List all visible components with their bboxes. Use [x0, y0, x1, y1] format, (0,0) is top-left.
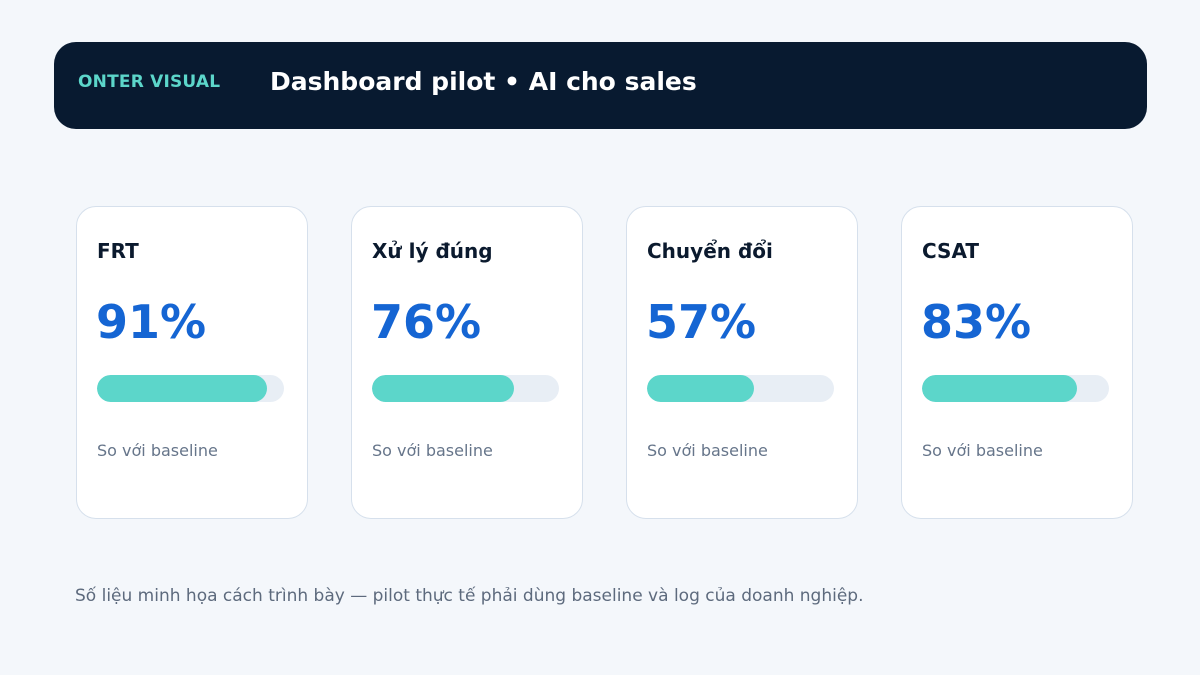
kpi-note: So với baseline — [372, 441, 493, 460]
kpi-label: Xử lý đúng — [372, 239, 493, 263]
kpi-label: FRT — [97, 239, 139, 263]
page-title: Dashboard pilot • AI cho sales — [270, 67, 697, 96]
kpi-value: 83% — [921, 295, 1032, 349]
kpi-value: 76% — [371, 295, 482, 349]
kpi-card-frt: FRT 91% So với baseline — [76, 206, 308, 519]
kpi-card-conversion: Chuyển đổi 57% So với baseline — [626, 206, 858, 519]
kpi-label: CSAT — [922, 239, 980, 263]
kpi-value: 91% — [96, 295, 207, 349]
kpi-progress-track — [97, 375, 284, 402]
header-bar: ONTER VISUAL Dashboard pilot • AI cho sa… — [54, 42, 1147, 129]
kpi-progress-track — [647, 375, 834, 402]
kpi-progress-track — [922, 375, 1109, 402]
kpi-progress-track — [372, 375, 559, 402]
kpi-progress-fill — [372, 375, 515, 402]
brand-logo-text: ONTER VISUAL — [78, 72, 221, 92]
kpi-note: So với baseline — [922, 441, 1043, 460]
kpi-note: So với baseline — [97, 441, 218, 460]
kpi-card-accuracy: Xử lý đúng 76% So với baseline — [351, 206, 583, 519]
kpi-progress-fill — [97, 375, 268, 402]
kpi-progress-fill — [647, 375, 754, 402]
kpi-card-csat: CSAT 83% So với baseline — [901, 206, 1133, 519]
kpi-note: So với baseline — [647, 441, 768, 460]
kpi-value: 57% — [646, 295, 757, 349]
kpi-label: Chuyển đổi — [647, 239, 773, 263]
kpi-progress-fill — [922, 375, 1078, 402]
footnote: Số liệu minh họa cách trình bày — pilot … — [75, 586, 864, 606]
